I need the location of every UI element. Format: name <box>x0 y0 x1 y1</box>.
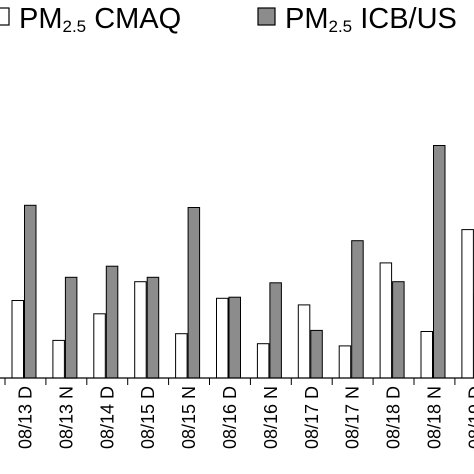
bar-cmaq-8 <box>338 345 352 379</box>
x-tick-label: 08/18 D <box>384 386 404 449</box>
bar-icb-usp-7 <box>310 329 323 379</box>
bar-cmaq-2 <box>93 313 106 379</box>
bar-icb-usp-4 <box>187 207 201 379</box>
x-axis: 08/13 D 08/13 N 08/14 D 08/15 D 08/15 N 08/16… <box>0 377 474 449</box>
bar-cmaq-9 <box>379 262 393 379</box>
x-tick-label: 08/15 D <box>138 386 158 449</box>
x-tick-label: 08/15 N <box>179 386 199 449</box>
bar-icb-usp-10 <box>433 145 446 379</box>
x-tick-label: 08/14 D <box>97 386 117 449</box>
legend-label-cmaq: PM2.5 CMAQ <box>19 3 181 36</box>
bar-cmaq-7 <box>297 304 311 379</box>
x-tick-label: 08/16 N <box>261 386 281 449</box>
bar-icb-usp-0 <box>24 204 37 379</box>
bar-cmaq-11 <box>461 229 474 379</box>
x-tick-label: 08/19 D <box>465 386 474 449</box>
bar-icb-usp-6 <box>269 282 282 379</box>
bar-cmaq-1 <box>52 339 65 379</box>
legend: PM2.5 CMAQ PM2.5 ICB/US <box>0 3 457 36</box>
bar-cmaq-5 <box>216 297 229 379</box>
bar-icb-usp-9 <box>392 281 405 379</box>
x-tick-label: 08/17 N <box>343 386 363 449</box>
x-tick-label: 08/13 D <box>15 386 35 449</box>
bar-cmaq-10 <box>420 331 433 379</box>
bar-cmaq-3 <box>134 281 147 379</box>
legend-swatch-icb-usp <box>257 7 276 26</box>
bar-icb-usp-5 <box>228 296 241 379</box>
x-tick-label: 08/18 N <box>424 386 444 449</box>
bar-cmaq-4 <box>175 333 188 379</box>
plot-area <box>11 145 474 379</box>
x-tick-label: 08/16 D <box>220 386 240 449</box>
x-tick-label: 08/17 D <box>302 386 322 449</box>
x-tick-label: 08/13 N <box>56 386 76 449</box>
legend-swatch-cmaq <box>0 7 10 26</box>
bar-icb-usp-3 <box>146 276 160 379</box>
bar-icb-usp-8 <box>351 240 364 379</box>
legend-label-icb-usp: PM2.5 ICB/US <box>285 3 457 36</box>
bar-icb-usp-2 <box>105 265 119 379</box>
bar-cmaq-6 <box>256 343 270 379</box>
bar-icb-usp-1 <box>64 276 78 379</box>
bar-cmaq-0 <box>11 300 24 379</box>
